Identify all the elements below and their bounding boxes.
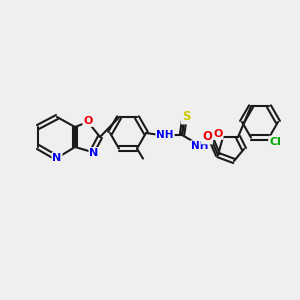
Text: N: N [89, 148, 99, 158]
Text: Cl: Cl [269, 136, 281, 147]
Text: NH: NH [191, 141, 209, 151]
Text: O: O [202, 130, 212, 143]
Text: N: N [52, 153, 62, 163]
Text: O: O [83, 116, 93, 126]
Text: NH: NH [156, 130, 174, 140]
Text: S: S [182, 110, 190, 124]
Text: O: O [213, 129, 223, 139]
